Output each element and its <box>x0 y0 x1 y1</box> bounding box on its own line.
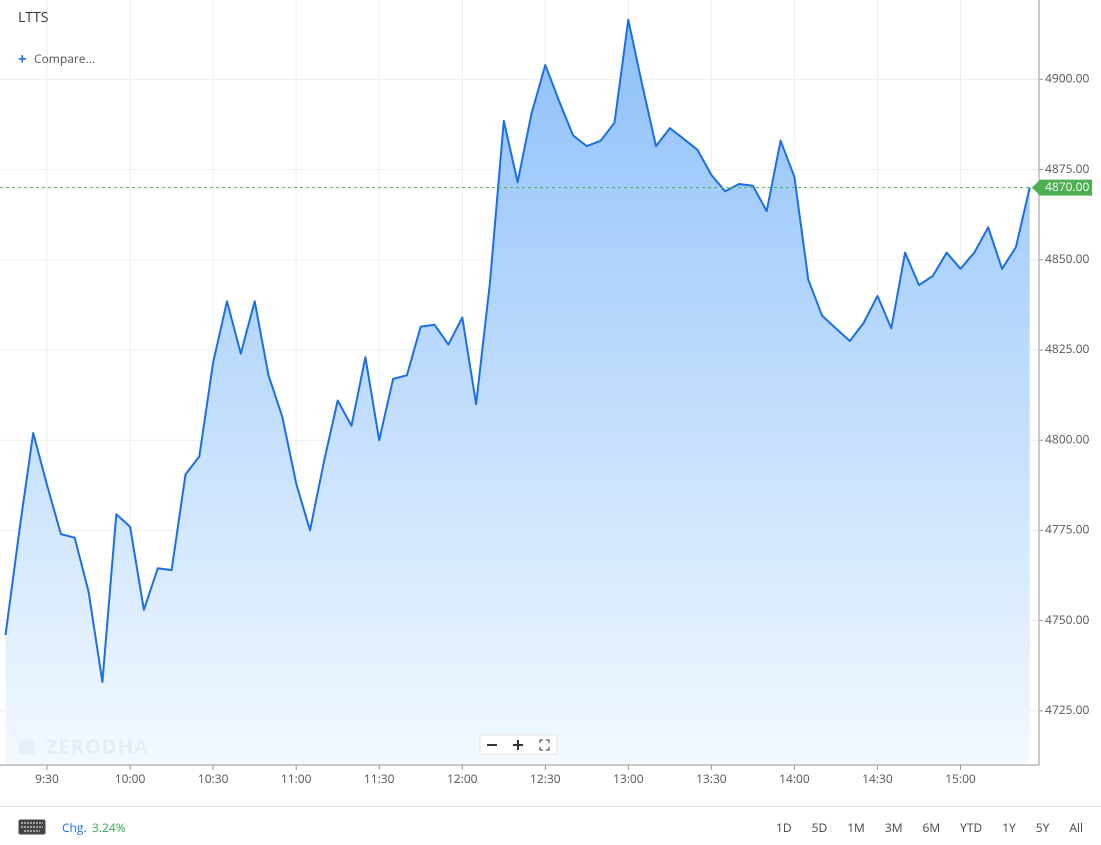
bottom-bar: Chg. 3.24% 1D 5D 1M 3M 6M YTD 1Y 5Y All <box>0 806 1101 845</box>
range-button[interactable]: 5D <box>811 819 828 836</box>
x-tick-label: 11:00 <box>281 770 312 787</box>
last-price-badge <box>1032 179 1092 196</box>
x-tick-label: 12:30 <box>530 770 561 787</box>
range-button[interactable]: All <box>1069 819 1083 836</box>
x-tick-label: 10:00 <box>115 770 146 787</box>
range-button[interactable]: 3M <box>884 819 903 836</box>
range-button[interactable]: YTD <box>960 819 983 836</box>
range-button[interactable]: 5Y <box>1035 819 1050 836</box>
range-button[interactable]: 1M <box>847 819 865 836</box>
compare-icon[interactable]: + <box>18 49 27 69</box>
zoom-in[interactable] <box>513 740 523 750</box>
y-tick-label: 4900.00 <box>1045 70 1089 87</box>
area <box>5 19 1030 766</box>
range-selector: 1D 5D 1M 3M 6M YTD 1Y 5Y All <box>776 819 1083 836</box>
zoom-reset[interactable] <box>539 739 550 751</box>
y-tick-label: 4750.00 <box>1045 611 1089 628</box>
watermark: ZERODHA <box>19 732 149 759</box>
y-tick-label: 4875.00 <box>1045 160 1089 177</box>
axes: 4725.00 4750.00 4775.00 4800.00 4825.00 4850.… <box>0 0 1089 766</box>
y-tick-label: 4725.00 <box>1045 701 1089 718</box>
zoom-controls <box>479 734 558 755</box>
x-tick-label: 11:30 <box>364 770 395 787</box>
x-tick-label: 12:00 <box>447 770 478 787</box>
y-tick-label: 4825.00 <box>1045 340 1089 357</box>
y-tick-label: 4850.00 <box>1045 250 1089 267</box>
x-tick-label: 15:00 <box>945 770 976 787</box>
symbol: LTTS <box>18 8 48 27</box>
last-price-label: 4870.00 <box>1045 178 1089 195</box>
x-tick-label: 14:00 <box>779 770 810 787</box>
y-tick-label: 4800.00 <box>1045 430 1089 447</box>
chart: 4725.00 4750.00 4775.00 4800.00 4825.00 4850.… <box>0 0 1092 787</box>
x-labels: 9:30 10:00 10:30 11:00 11:30 12:00 12:30 13:00 1… <box>35 765 976 787</box>
range-button[interactable]: 6M <box>922 819 941 836</box>
line <box>4 18 1031 683</box>
range-button[interactable]: 1D <box>776 819 792 836</box>
watermark-text: ZERODHA <box>46 732 149 759</box>
change-label: Chg. <box>62 819 87 836</box>
keyboard-icon[interactable] <box>18 819 46 835</box>
compare-button[interactable]: Compare... <box>34 50 95 67</box>
plot <box>4 18 1031 766</box>
x-tick-label: 13:30 <box>696 770 727 787</box>
y-tick-label: 4775.00 <box>1045 521 1089 538</box>
change-value: 3.24% <box>92 819 126 836</box>
x-tick-label: 13:00 <box>613 770 644 787</box>
range-button[interactable]: 1Y <box>1002 819 1016 836</box>
x-tick-label: 10:30 <box>198 770 229 787</box>
x-tick-label: 9:30 <box>35 770 59 787</box>
x-tick-label: 14:30 <box>862 770 893 787</box>
